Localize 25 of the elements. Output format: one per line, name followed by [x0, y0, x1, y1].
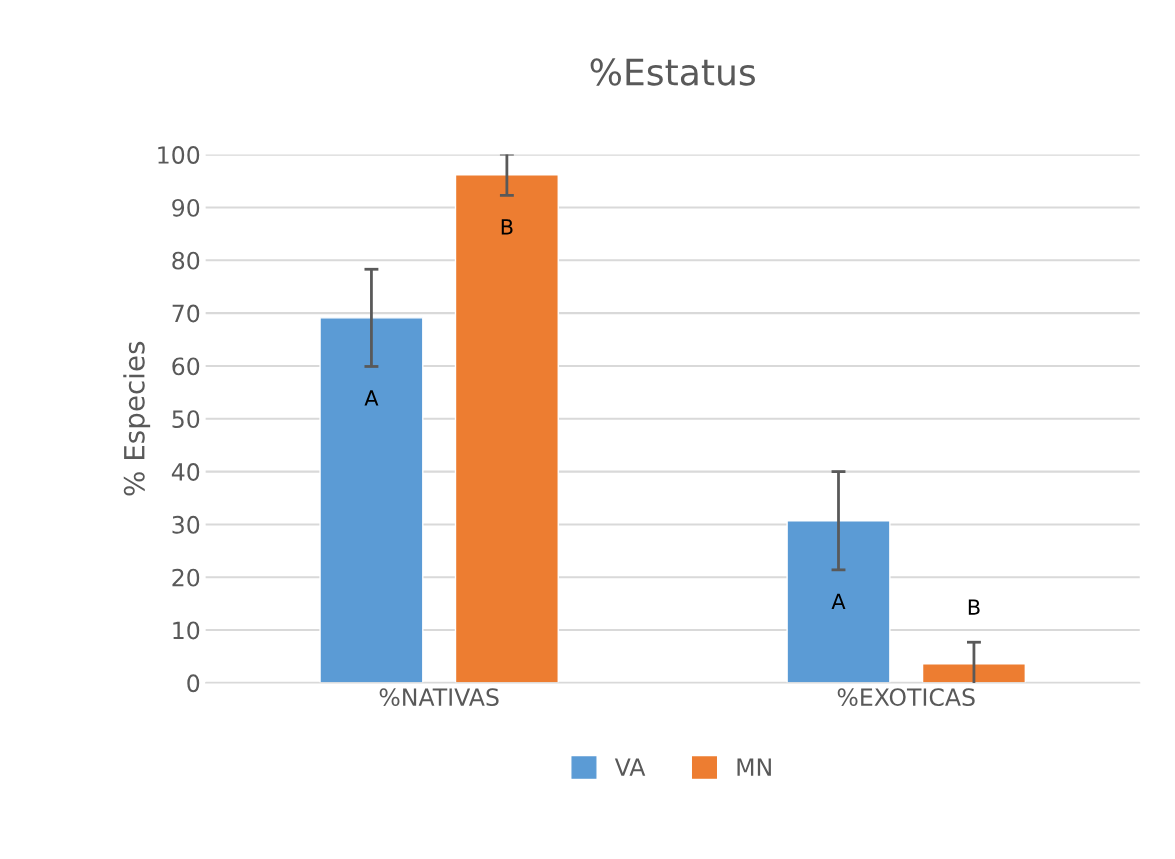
- x-tick-label: %NATIVAS: [379, 688, 499, 707]
- y-tick-label: 80: [172, 251, 200, 270]
- y-tick-label: 100: [158, 146, 200, 164]
- y-tick-label: 0: [187, 674, 200, 693]
- annotation: A: [364, 390, 379, 406]
- y-tick-label: 50: [172, 410, 200, 429]
- legend-label: MN: [737, 758, 771, 776]
- y-axis-title: % Especies: [123, 341, 151, 496]
- annotation: A: [831, 593, 846, 609]
- chart-title: %Estatus: [590, 58, 755, 86]
- y-tick-label: 10: [173, 621, 200, 640]
- y-tick-label: 60: [172, 357, 200, 376]
- y-tick-label: 30: [172, 515, 200, 534]
- bar: [786, 520, 891, 683]
- y-tick-label: 40: [171, 463, 200, 481]
- y-tick-label: 20: [172, 568, 200, 587]
- legend-label: VA: [614, 758, 646, 776]
- y-tick-label: 70: [172, 304, 200, 323]
- bar: [454, 173, 559, 683]
- x-tick-label: %EXOTICAS: [837, 688, 975, 707]
- annotation: B: [968, 599, 980, 615]
- bar: [319, 317, 424, 683]
- bar: [921, 663, 1027, 683]
- y-tick-label: 90: [172, 198, 200, 217]
- annotation: B: [501, 219, 513, 235]
